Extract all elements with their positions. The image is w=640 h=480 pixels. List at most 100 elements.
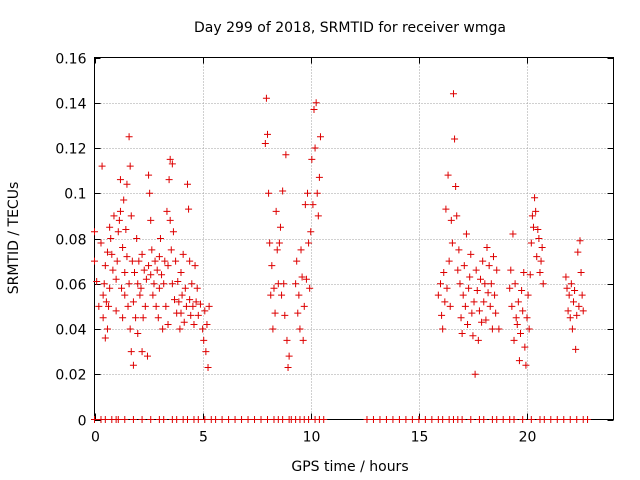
data-point: [486, 302, 494, 310]
data-point: [448, 239, 456, 247]
data-point: [128, 257, 136, 265]
data-point-zero: [467, 416, 475, 423]
data-point: [203, 320, 211, 328]
data-point-zero: [194, 416, 202, 423]
data-point: [97, 239, 105, 247]
data-point: [205, 302, 213, 310]
data-point: [119, 244, 127, 252]
data-point: [278, 291, 286, 299]
data-point: [108, 250, 116, 258]
data-point: [140, 266, 148, 274]
data-point: [300, 302, 308, 310]
data-point: [182, 302, 190, 310]
data-point: [106, 223, 114, 231]
data-point: [112, 307, 120, 315]
data-point-zero: [183, 416, 191, 423]
data-point-zero: [376, 416, 384, 423]
data-point: [440, 268, 448, 276]
data-point: [296, 325, 304, 333]
data-point: [91, 228, 98, 236]
data-point: [131, 268, 139, 276]
data-point: [172, 257, 180, 265]
data-point: [169, 228, 177, 236]
data-point: [262, 94, 270, 102]
data-point: [271, 309, 279, 317]
data-point: [186, 257, 194, 265]
data-point: [99, 291, 107, 299]
data-point: [462, 230, 470, 238]
data-point: [153, 266, 161, 274]
x-tick-label: 10: [303, 430, 321, 446]
data-point: [452, 182, 460, 190]
data-point: [122, 225, 130, 233]
data-point: [155, 284, 163, 292]
data-point: [164, 320, 172, 328]
data-point: [264, 130, 271, 138]
data-point: [276, 223, 284, 231]
data-point: [98, 162, 106, 170]
data-point: [475, 307, 483, 315]
data-point: [312, 99, 320, 107]
data-point: [150, 280, 158, 288]
data-point: [483, 244, 491, 252]
data-point: [283, 336, 291, 344]
data-point: [523, 314, 531, 322]
data-point: [514, 298, 522, 306]
data-point: [199, 325, 207, 333]
data-point: [295, 291, 303, 299]
data-point-zero: [138, 416, 146, 423]
data-point: [299, 336, 307, 344]
data-point: [125, 280, 133, 288]
data-point: [457, 314, 465, 322]
data-point: [480, 298, 488, 306]
data-point: [461, 302, 469, 310]
data-point: [127, 212, 135, 220]
data-point-zero: [101, 416, 109, 423]
data-point: [121, 268, 129, 276]
data-point-zero: [408, 416, 416, 423]
data-point: [162, 302, 170, 310]
data-point: [149, 291, 157, 299]
data-point: [193, 284, 201, 292]
data-point: [454, 266, 462, 274]
data-point: [261, 139, 269, 147]
data-point-zero: [279, 416, 287, 423]
data-point-zero: [201, 416, 209, 423]
data-point: [147, 216, 155, 224]
data-point: [439, 325, 447, 333]
data-point: [460, 262, 468, 270]
data-point: [437, 280, 444, 288]
data-point: [307, 228, 315, 236]
data-point: [451, 135, 459, 143]
data-point-zero: [395, 416, 403, 423]
data-point: [533, 253, 541, 261]
data-point: [180, 318, 188, 326]
data-point: [143, 352, 151, 360]
data-point: [441, 298, 449, 306]
data-point: [118, 284, 126, 292]
y-tick-label: 0.08: [55, 233, 86, 249]
data-point: [443, 284, 451, 292]
data-point: [158, 271, 166, 279]
data-point-zero: [458, 416, 466, 423]
data-point: [471, 370, 479, 378]
data-point: [488, 325, 496, 333]
data-point: [509, 230, 517, 238]
data-point: [309, 201, 317, 209]
data-point: [534, 225, 542, 233]
data-point: [189, 302, 197, 310]
data-point-zero: [147, 416, 155, 423]
data-point: [132, 314, 140, 322]
data-point-zero: [553, 416, 561, 423]
data-point: [135, 257, 143, 265]
data-point: [510, 336, 518, 344]
data-point: [575, 302, 583, 310]
data-point: [562, 273, 570, 281]
data-point: [535, 235, 543, 242]
data-point: [301, 201, 309, 209]
data-point: [146, 189, 154, 197]
data-point: [267, 291, 275, 299]
data-point-zero: [160, 416, 168, 423]
data-point: [177, 309, 185, 317]
y-tick-label: 0.14: [55, 97, 86, 113]
